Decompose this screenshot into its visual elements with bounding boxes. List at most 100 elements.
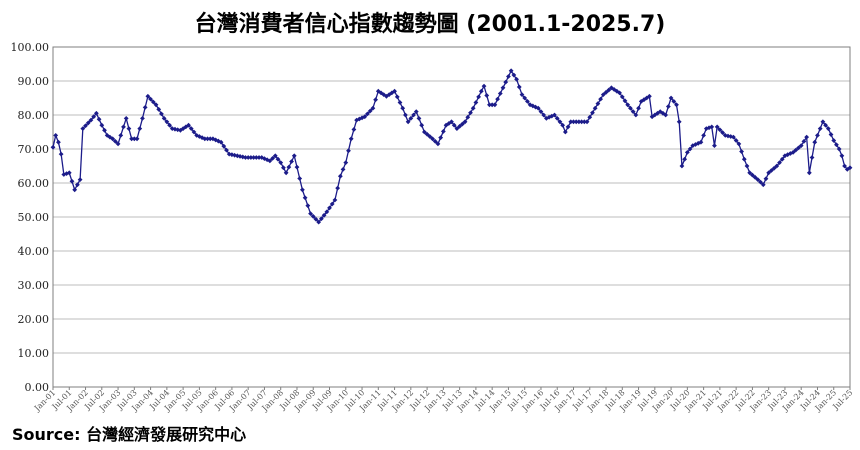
- data-point: [324, 209, 330, 215]
- data-point: [752, 174, 758, 180]
- data-point: [205, 136, 210, 142]
- data-point: [297, 176, 303, 181]
- data-point: [622, 98, 628, 104]
- data-point: [392, 88, 397, 94]
- data-point: [408, 116, 414, 121]
- data-point: [421, 129, 427, 135]
- data-point: [579, 119, 585, 125]
- data-point: [495, 96, 500, 102]
- data-point: [283, 170, 289, 176]
- y-tick-label: 100.00: [11, 41, 50, 54]
- data-point: [126, 126, 132, 131]
- data-point: [85, 120, 91, 126]
- data-point: [484, 93, 490, 98]
- data-point: [446, 121, 452, 126]
- data-point: [598, 96, 603, 102]
- data-point: [619, 94, 625, 100]
- data-point: [302, 195, 308, 201]
- data-point: [511, 72, 517, 78]
- data-point: [451, 122, 457, 128]
- data-point: [525, 99, 530, 104]
- y-tick-label: 60.00: [18, 177, 50, 190]
- data-point: [305, 203, 311, 209]
- data-point: [750, 172, 755, 178]
- data-point: [50, 144, 56, 150]
- data-point: [839, 153, 845, 159]
- data-point: [178, 127, 183, 133]
- data-point: [481, 83, 487, 89]
- data-point: [636, 105, 641, 111]
- data-point: [804, 134, 810, 140]
- data-point: [394, 94, 400, 100]
- data-point: [508, 68, 514, 74]
- data-point: [674, 102, 679, 108]
- data-point: [164, 119, 170, 125]
- data-point: [712, 143, 717, 148]
- data-point: [327, 205, 332, 211]
- data-point: [603, 89, 609, 95]
- data-point: [828, 132, 834, 137]
- data-point: [115, 141, 121, 147]
- data-point: [557, 119, 563, 125]
- data-point: [134, 136, 140, 142]
- data-point: [362, 114, 368, 120]
- data-point: [489, 102, 495, 108]
- data-point: [565, 124, 571, 130]
- data-point: [506, 74, 511, 79]
- series-line: [52, 69, 851, 224]
- data-point: [812, 139, 818, 145]
- data-point: [774, 163, 780, 169]
- data-point: [503, 79, 509, 85]
- data-point: [706, 125, 712, 131]
- data-point: [99, 122, 105, 128]
- data-point: [487, 102, 492, 108]
- data-point: [454, 126, 460, 131]
- data-point: [69, 178, 75, 184]
- y-tick-label: 90.00: [18, 75, 50, 88]
- data-point: [470, 105, 476, 111]
- data-point: [58, 151, 64, 157]
- data-point: [435, 141, 441, 147]
- data-point: [500, 85, 506, 91]
- y-tick-label: 30.00: [18, 279, 50, 292]
- data-point: [161, 116, 167, 121]
- data-point: [240, 154, 246, 160]
- data-point: [440, 129, 446, 134]
- data-point: [682, 156, 688, 162]
- data-point: [183, 124, 189, 130]
- data-point: [722, 133, 728, 138]
- data-point: [668, 95, 674, 101]
- data-point: [714, 124, 720, 130]
- data-point: [172, 126, 178, 132]
- data-point: [96, 116, 102, 122]
- data-point: [335, 185, 341, 191]
- data-point: [72, 187, 78, 193]
- data-point: [758, 179, 763, 185]
- data-point: [389, 90, 395, 96]
- data-point: [679, 163, 685, 169]
- data-point: [744, 163, 750, 169]
- data-point: [552, 112, 557, 118]
- data-point: [806, 170, 812, 176]
- data-point: [847, 165, 853, 171]
- data-point: [419, 122, 425, 128]
- data-point: [717, 127, 723, 133]
- data-point: [809, 155, 815, 160]
- data-point: [725, 133, 731, 139]
- data-point: [760, 182, 766, 188]
- data-point: [251, 155, 257, 160]
- data-point: [522, 95, 528, 101]
- data-point: [600, 92, 606, 97]
- data-point: [142, 104, 148, 110]
- data-point: [554, 116, 560, 121]
- data-point: [403, 112, 408, 118]
- data-point: [281, 165, 286, 171]
- data-point: [310, 214, 316, 219]
- data-point: [102, 127, 107, 133]
- data-point: [253, 155, 259, 160]
- data-point: [747, 170, 753, 176]
- y-tick-label: 0.00: [25, 381, 50, 394]
- data-point: [796, 145, 801, 151]
- data-point: [267, 158, 273, 164]
- data-point: [373, 97, 378, 103]
